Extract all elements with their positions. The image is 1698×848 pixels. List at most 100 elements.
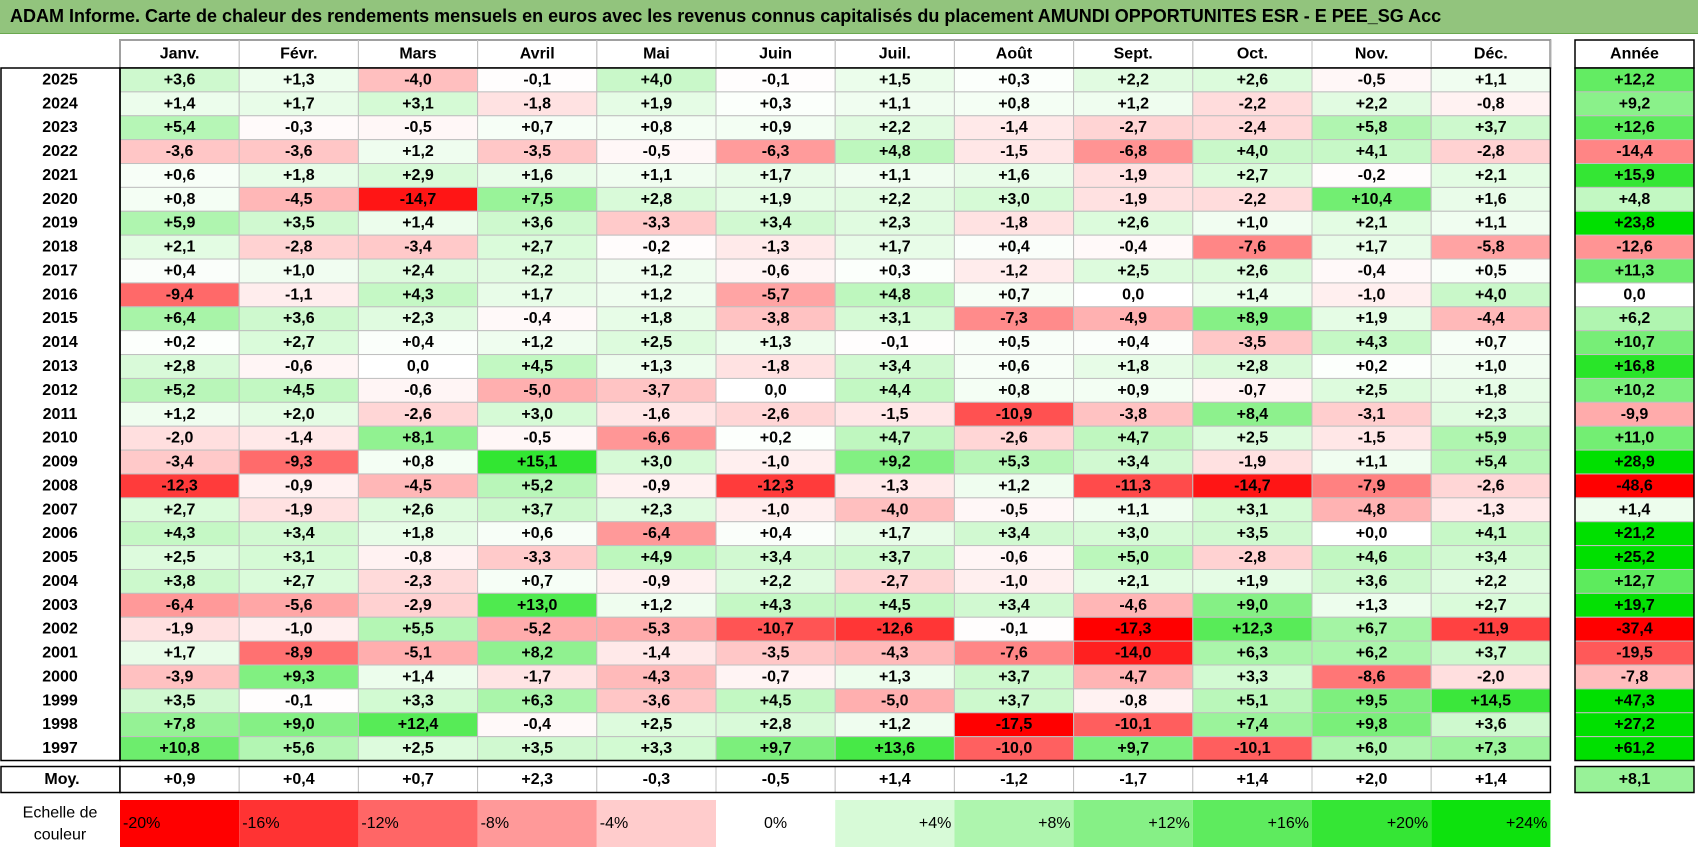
cell-value-label: -1,0: [1358, 286, 1386, 303]
cell-value-label: +9,7: [760, 740, 792, 757]
cell-value-label: +3,3: [402, 692, 434, 709]
cell-value-label: +0,6: [998, 358, 1030, 375]
cell-value-label: -3,4: [166, 454, 194, 471]
cell-value-label: +4,6: [1356, 549, 1388, 566]
cell-value-label: -6,6: [643, 430, 671, 447]
cell-value-label: +9,8: [1356, 716, 1388, 733]
cell-value-label: +5,4: [1475, 454, 1507, 471]
average-value-label: +1,4: [879, 771, 911, 788]
cell-value-label: +1,9: [1237, 573, 1269, 590]
scale-swatch: [1073, 800, 1193, 847]
cell-value-label: +12,4: [398, 716, 439, 733]
cell-value-label: +2,3: [641, 501, 673, 518]
cell-value-label: +2,5: [402, 740, 434, 757]
cell-value-label: +10,8: [159, 740, 200, 757]
annual-value-label: +28,9: [1614, 454, 1655, 471]
scale-swatch-label: +12%: [1148, 815, 1189, 832]
cell-value-label: +2,2: [1117, 71, 1149, 88]
cell-value-label: +1,1: [1475, 215, 1507, 232]
average-value-label: +2,3: [521, 771, 553, 788]
average-label: Moy.: [44, 771, 79, 788]
cell-value-label: +4,3: [760, 597, 792, 614]
annual-header-label: Année: [1610, 46, 1659, 63]
cell-value-label: +3,4: [879, 358, 911, 375]
cell-value-label: -7,6: [1239, 239, 1267, 256]
cell-value-label: +3,6: [1356, 573, 1388, 590]
cell-value-label: +1,0: [283, 262, 315, 279]
cell-value-label: -1,9: [285, 501, 313, 518]
cell-value-label: -6,4: [643, 525, 671, 542]
cell-value-label: +4,1: [1475, 525, 1507, 542]
cell-value-label: -0,8: [1477, 95, 1505, 112]
cell-value-label: +3,6: [521, 215, 553, 232]
cell-value-label: +3,5: [1237, 525, 1269, 542]
cell-value-label: 0,0: [1122, 286, 1144, 303]
cell-value-label: +3,5: [164, 692, 196, 709]
cell-value-label: -10,7: [757, 621, 794, 638]
year-label: 2012: [42, 382, 78, 399]
year-label: 2004: [42, 573, 78, 590]
cell-value-label: 0,0: [407, 358, 429, 375]
annual-value-label: +4,8: [1619, 191, 1651, 208]
cell-value-label: -0,6: [762, 262, 790, 279]
cell-value-label: -0,2: [643, 239, 671, 256]
month-header-label: Juil.: [879, 46, 911, 63]
cell-value-label: +0,2: [1356, 358, 1388, 375]
cell-value-label: -5,1: [404, 645, 432, 662]
average-value-label: +1,4: [1237, 771, 1269, 788]
cell-value-label: +2,6: [1117, 215, 1149, 232]
year-label: 2003: [42, 597, 78, 614]
cell-value-label: +2,2: [879, 119, 911, 136]
year-label: 2017: [42, 262, 78, 279]
month-grid-frame: [119, 67, 1552, 762]
cell-value-label: -1,5: [1000, 143, 1028, 160]
cell-value-label: +1,7: [1356, 239, 1388, 256]
annual-value-label: +19,7: [1614, 597, 1655, 614]
average-value-label: +1,4: [1475, 771, 1507, 788]
cell-value-label: +2,7: [283, 573, 315, 590]
scale-swatch-label: -20%: [123, 815, 160, 832]
cell-value-label: +6,3: [521, 692, 553, 709]
cell-value-label: +4,3: [1356, 334, 1388, 351]
cell-value-label: +1,8: [402, 525, 434, 542]
year-label: 2001: [42, 645, 78, 662]
cell-value-label: -0,9: [643, 573, 671, 590]
cell-value-label: +12,3: [1232, 621, 1273, 638]
cell-value-label: -0,5: [404, 119, 432, 136]
cell-value-label: +1,7: [521, 286, 553, 303]
cell-value-label: +0,4: [998, 239, 1030, 256]
cell-value-label: -2,6: [1477, 477, 1505, 494]
year-label: 1998: [42, 716, 78, 733]
cell-value-label: +2,7: [521, 239, 553, 256]
scale-swatch-label: +16%: [1268, 815, 1309, 832]
year-label: 2023: [42, 119, 78, 136]
cell-value-label: +1,9: [641, 95, 673, 112]
cell-value-label: -14,7: [1234, 477, 1271, 494]
cell-value-label: +6,0: [1356, 740, 1388, 757]
cell-value-label: +2,6: [402, 501, 434, 518]
cell-value-label: -0,4: [523, 716, 551, 733]
cell-value-label: -3,8: [1119, 406, 1147, 423]
cell-value-label: +4,5: [760, 692, 792, 709]
scale-swatch-label: +24%: [1506, 815, 1547, 832]
annual-value-label: +21,2: [1614, 525, 1655, 542]
cell-value-label: -10,1: [1115, 716, 1152, 733]
cell-value-label: -4,3: [643, 668, 671, 685]
annual-value-label: -14,4: [1616, 143, 1653, 160]
cell-value-label: +0,3: [879, 262, 911, 279]
cell-value-label: +13,0: [517, 597, 558, 614]
cell-value-label: -1,0: [762, 454, 790, 471]
scale-swatch: [1431, 800, 1551, 847]
cell-value-label: +4,7: [879, 430, 911, 447]
cell-value-label: +4,3: [164, 525, 196, 542]
cell-value-label: +1,6: [998, 167, 1030, 184]
cell-value-label: +9,0: [1237, 597, 1269, 614]
cell-value-label: +1,2: [641, 597, 673, 614]
cell-value-label: -3,4: [404, 239, 432, 256]
annual-value-label: -7,8: [1621, 668, 1649, 685]
cell-value-label: -1,0: [1000, 573, 1028, 590]
cell-value-label: -3,6: [166, 143, 194, 160]
cell-value-label: +1,1: [1475, 71, 1507, 88]
cell-value-label: -10,1: [1234, 740, 1271, 757]
cell-value-label: -17,3: [1115, 621, 1152, 638]
